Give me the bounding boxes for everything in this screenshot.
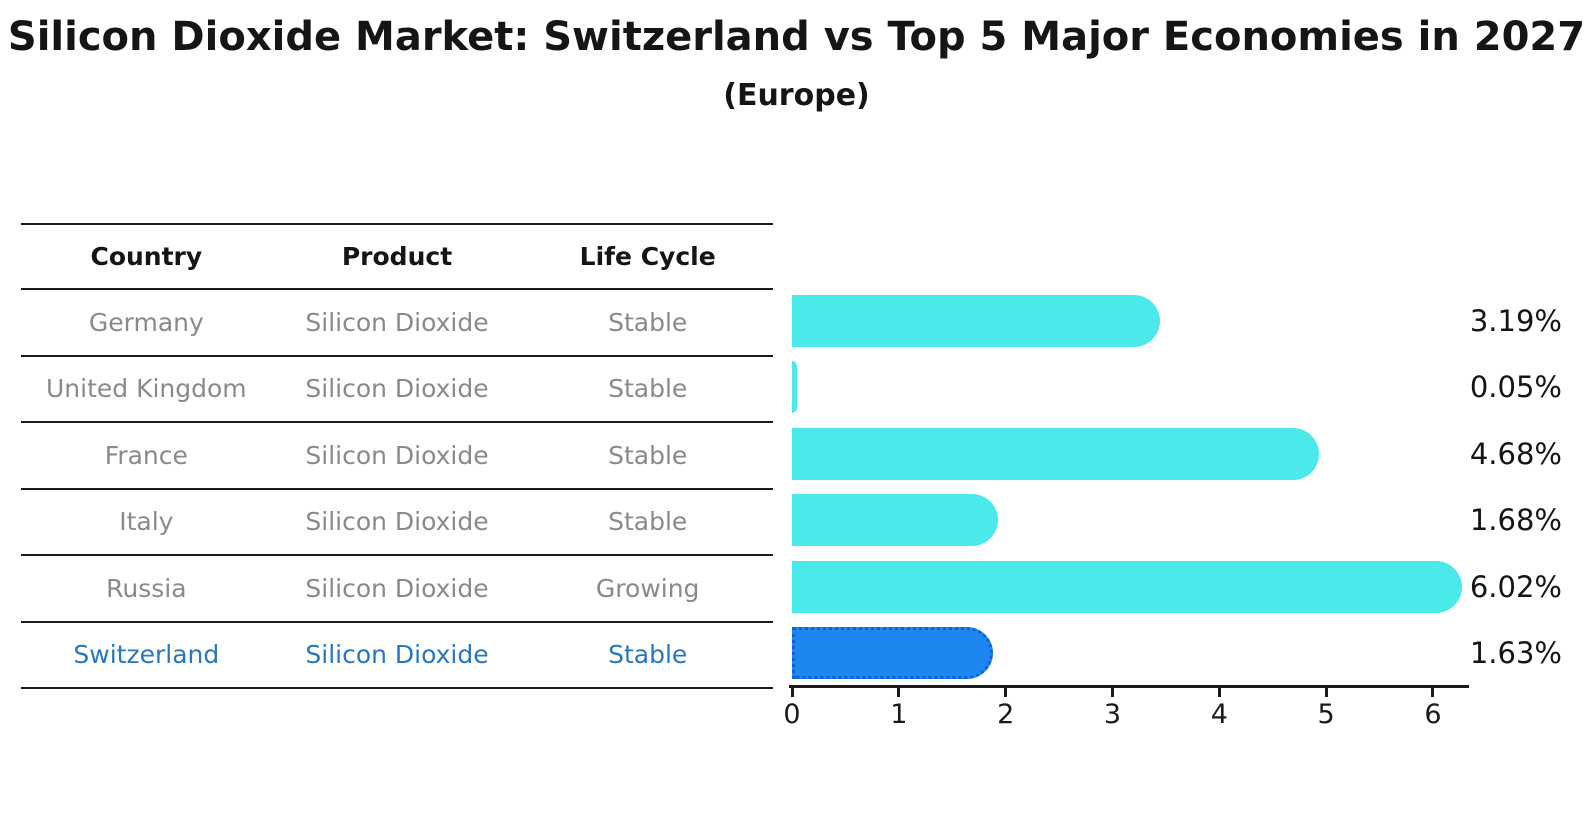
column-header-country: Country: [90, 242, 203, 271]
cell-product: Silicon Dioxide: [305, 307, 489, 337]
x-tick: [1217, 688, 1221, 697]
cell-life-cycle: Stable: [608, 307, 688, 337]
table-row: Germany Silicon Dioxide Stable: [21, 290, 773, 357]
value-label: 3.19%: [1469, 303, 1562, 338]
cell-country: Germany: [88, 307, 204, 337]
cell-life-cycle: Stable: [608, 440, 688, 470]
bar-italy: [792, 494, 999, 547]
value-label: 6.02%: [1469, 569, 1562, 604]
value-label: 1.63%: [1469, 636, 1562, 671]
cell-product: Silicon Dioxide: [305, 640, 489, 670]
table-row: Italy Silicon Dioxide Stable: [21, 490, 773, 556]
x-tick-label: 4: [1210, 699, 1228, 730]
cell-life-cycle: Stable: [608, 640, 688, 670]
bar-germany: [792, 294, 1160, 347]
bar-united-kingdom: [792, 361, 798, 414]
x-tick-label: 2: [997, 699, 1015, 730]
x-tick: [1110, 688, 1114, 697]
x-tick-label: 0: [783, 699, 801, 730]
x-tick: [1324, 688, 1328, 697]
cell-country: Switzerland: [73, 640, 220, 670]
table-header-row: Country Product Life Cycle: [21, 225, 773, 290]
table-row: Switzerland Silicon Dioxide Stable: [21, 623, 773, 689]
x-tick-label: 6: [1424, 699, 1442, 730]
cell-country: United Kingdom: [46, 374, 247, 404]
x-tick: [897, 688, 901, 697]
cell-life-cycle: Stable: [608, 507, 688, 537]
chart-subtitle: (Europe): [723, 78, 870, 113]
cell-product: Silicon Dioxide: [305, 507, 489, 537]
column-header-product: Product: [341, 242, 453, 271]
column-header-life-cycle: Life Cycle: [579, 242, 716, 271]
table-row: United Kingdom Silicon Dioxide Stable: [21, 357, 773, 423]
bar-france: [792, 427, 1319, 480]
cell-life-cycle: Growing: [595, 573, 700, 603]
x-tick-label: 5: [1317, 699, 1335, 730]
x-tick: [1004, 688, 1008, 697]
value-label: 1.68%: [1469, 503, 1562, 538]
x-tick: [1431, 688, 1435, 697]
cell-country: France: [104, 440, 188, 470]
comparison-table-body: Germany Silicon Dioxide Stable United Kingd…: [21, 290, 773, 689]
cell-country: Italy: [119, 507, 174, 537]
comparison-table: Country Product Life Cycle Germany Silico…: [21, 223, 773, 689]
table-row: Russia Silicon Dioxide Growing: [21, 556, 773, 623]
cell-product: Silicon Dioxide: [305, 440, 489, 470]
chart-title: Silicon Dioxide Market: Switzerland vs T…: [7, 14, 1586, 60]
bar-switzerland: [792, 627, 994, 680]
x-axis: [789, 685, 1469, 688]
table-row: France Silicon Dioxide Stable: [21, 423, 773, 490]
cell-product: Silicon Dioxide: [305, 573, 489, 603]
value-label: 4.68%: [1469, 436, 1562, 471]
value-label: 0.05%: [1469, 370, 1562, 405]
bar-russia: [792, 560, 1463, 613]
x-tick: [790, 688, 794, 697]
x-tick-label: 3: [1103, 699, 1122, 730]
cell-country: Russia: [106, 573, 187, 603]
x-tick-label: 1: [890, 699, 908, 730]
cell-product: Silicon Dioxide: [305, 374, 489, 404]
cell-life-cycle: Stable: [608, 374, 688, 404]
bar-plot: [792, 288, 1472, 687]
